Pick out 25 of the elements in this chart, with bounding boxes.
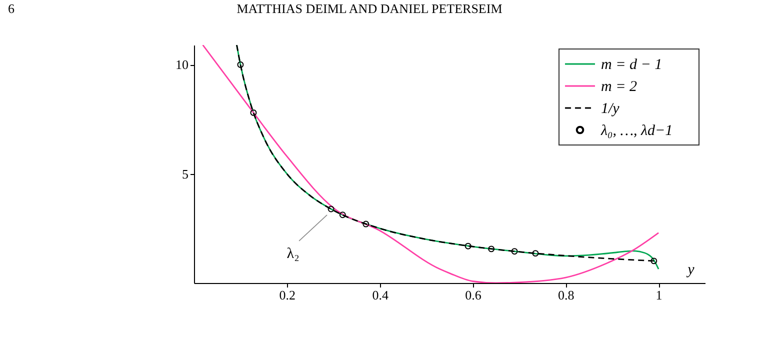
point	[650, 258, 658, 264]
legend-label: λ₀, …, λd−1	[600, 123, 673, 139]
y-tick-label: 5	[182, 166, 188, 182]
x-tick-label: 0.4	[372, 288, 389, 302]
point	[328, 206, 334, 212]
point	[511, 248, 518, 255]
y-tick-label: 10	[176, 57, 188, 72]
point	[532, 250, 539, 257]
point	[237, 61, 244, 68]
text: 6	[8, 1, 15, 16]
point	[464, 242, 472, 250]
legend-label: m = d − 1	[601, 57, 662, 73]
legend-label: 1/y	[601, 101, 620, 117]
legend-label: m = 2	[601, 79, 638, 95]
x-tick-label: 0.2	[279, 288, 296, 302]
x-tick-label: 0.8	[558, 288, 574, 302]
annotation: λ₂	[286, 246, 300, 262]
x-axis-title: y	[686, 262, 695, 278]
x-tick-label: 1	[656, 288, 662, 302]
point	[488, 246, 495, 252]
x-tick-label: 0.6	[465, 288, 482, 302]
point	[339, 212, 346, 218]
point	[362, 220, 370, 228]
text: MATTHIAS DEIML AND DANIEL PETERSEIM	[236, 1, 503, 16]
point	[250, 109, 257, 116]
